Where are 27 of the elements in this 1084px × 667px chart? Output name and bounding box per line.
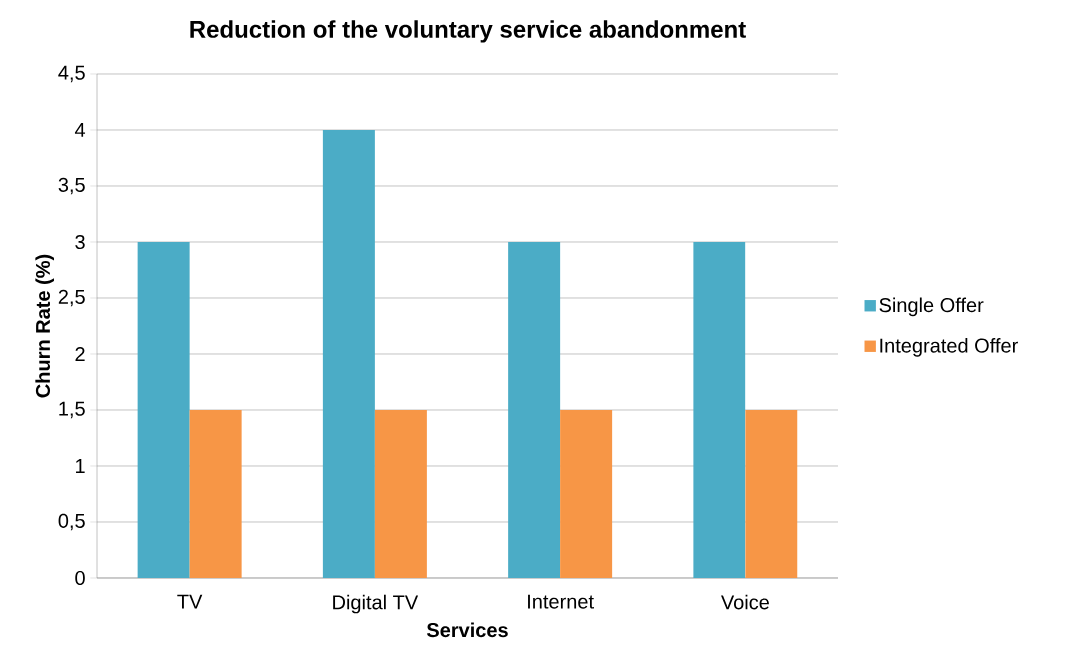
x-tick-label: Digital TV xyxy=(333,594,419,614)
bar xyxy=(374,410,427,578)
x-axis-title: Services xyxy=(426,622,508,638)
x-tick-label: TV xyxy=(177,594,203,609)
bar xyxy=(189,410,242,578)
y-tick-label: 3,5 xyxy=(58,177,85,195)
y-tick-label: 3 xyxy=(75,234,85,250)
y-tick-label: 1,5 xyxy=(59,401,85,419)
y-tick-label: 0 xyxy=(75,570,85,586)
y-tick-label: 1 xyxy=(76,459,85,473)
bar xyxy=(693,241,746,578)
legend-label: Single Offer xyxy=(879,297,984,317)
bar xyxy=(508,241,561,578)
y-axis-title: Churn Rate (%) xyxy=(35,254,54,398)
y-tick-label: 4,5 xyxy=(58,65,85,83)
y-tick-label: 4 xyxy=(74,123,86,137)
bar xyxy=(137,241,190,578)
y-tick-label: 2 xyxy=(75,347,85,361)
x-tick-label: Voice xyxy=(721,594,769,610)
y-tick-label: 2,5 xyxy=(58,289,85,307)
chart-title: Reduction of the voluntary service abandonment xyxy=(190,20,746,43)
y-tick-label: 0,5 xyxy=(58,513,85,531)
x-tick-label: Internet xyxy=(528,594,594,609)
bar xyxy=(745,410,798,578)
bar xyxy=(560,410,613,578)
legend-label: Integrated Offer xyxy=(880,338,1018,357)
bar xyxy=(322,130,375,578)
